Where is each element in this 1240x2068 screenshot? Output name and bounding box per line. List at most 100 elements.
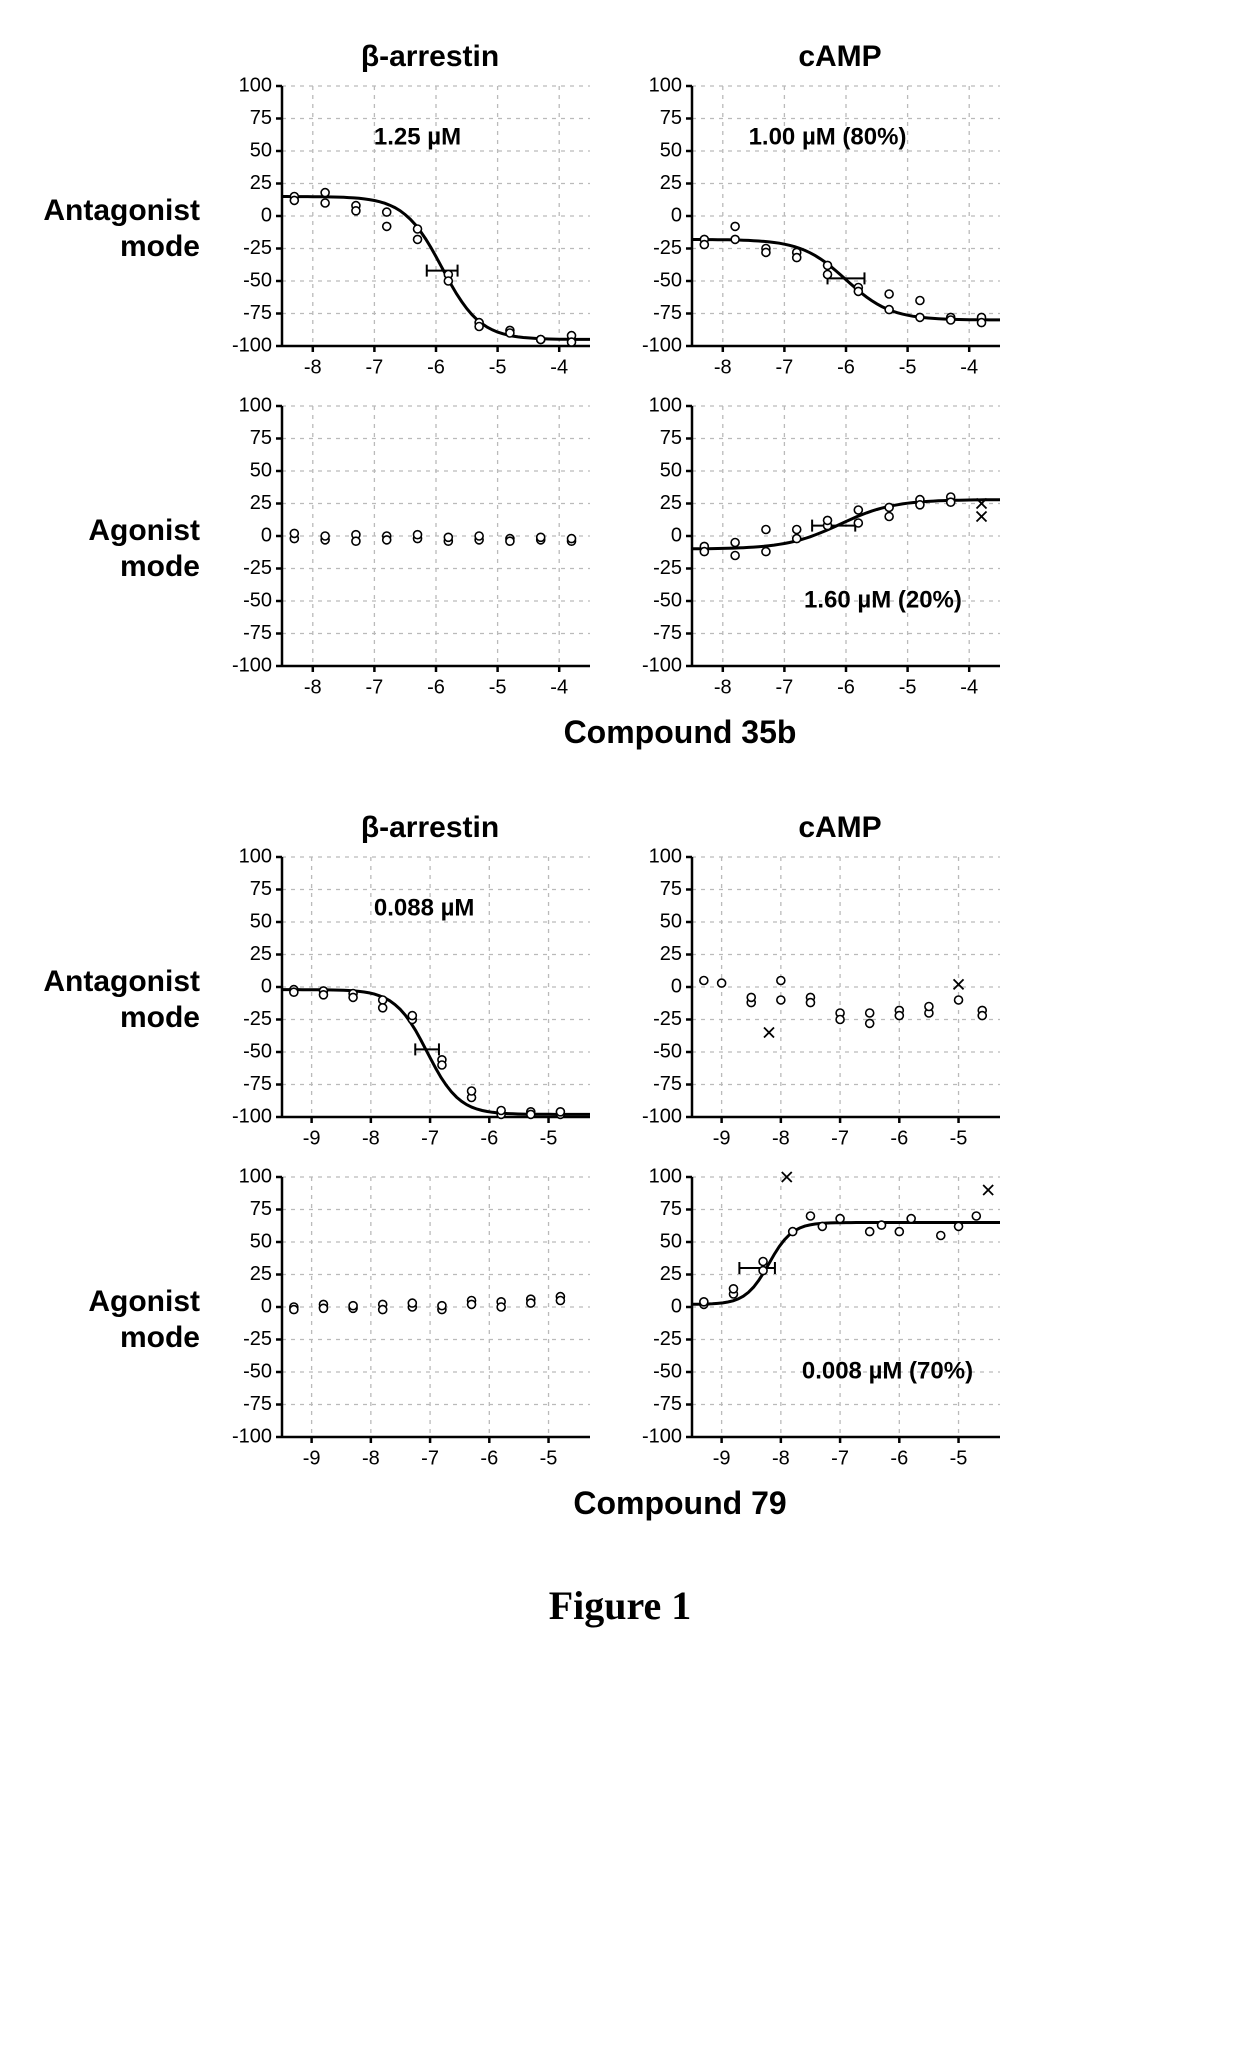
svg-text:1.60 µM (20%): 1.60 µM (20%) (804, 586, 962, 613)
svg-text:-50: -50 (653, 1040, 682, 1062)
svg-text:-6: -6 (480, 1447, 498, 1469)
svg-text:-25: -25 (653, 237, 682, 259)
svg-text:-100: -100 (232, 1105, 272, 1127)
svg-text:50: 50 (250, 459, 272, 481)
row-label: Antagonistmode (20, 193, 220, 265)
svg-text:-5: -5 (950, 1127, 968, 1149)
svg-text:-5: -5 (489, 676, 507, 698)
svg-text:75: 75 (250, 427, 272, 449)
svg-text:-50: -50 (243, 1040, 272, 1062)
svg-text:-4: -4 (960, 676, 978, 698)
svg-text:50: 50 (250, 139, 272, 161)
svg-text:-75: -75 (653, 1393, 682, 1415)
svg-text:75: 75 (660, 107, 682, 129)
svg-text:-75: -75 (243, 1393, 272, 1415)
svg-text:25: 25 (660, 943, 682, 965)
svg-text:25: 25 (660, 1263, 682, 1285)
panel-row: Antagonistmode-100-75-50-250255075100-9-… (20, 845, 1220, 1155)
svg-text:-7: -7 (421, 1127, 439, 1149)
column-header: cAMP (650, 40, 1030, 74)
svg-text:-8: -8 (362, 1127, 380, 1149)
svg-text:50: 50 (660, 1230, 682, 1252)
svg-text:25: 25 (660, 492, 682, 514)
svg-text:-75: -75 (653, 622, 682, 644)
svg-text:-7: -7 (776, 356, 794, 378)
svg-text:0: 0 (261, 204, 272, 226)
svg-text:100: 100 (239, 1165, 272, 1187)
svg-text:50: 50 (250, 910, 272, 932)
figure-block: β-arrestincAMPAntagonistmode-100-75-50-2… (20, 40, 1220, 751)
svg-text:25: 25 (250, 172, 272, 194)
svg-text:-50: -50 (243, 1360, 272, 1382)
chart-panel: -100-75-50-250255075100-9-8-7-6-5 (220, 1165, 600, 1475)
figure-root: β-arrestincAMPAntagonistmode-100-75-50-2… (20, 40, 1220, 1522)
chart-panel: -100-75-50-250255075100-9-8-7-6-5 (630, 845, 1010, 1155)
svg-text:25: 25 (660, 172, 682, 194)
svg-text:-25: -25 (653, 1008, 682, 1030)
svg-text:-5: -5 (950, 1447, 968, 1469)
svg-text:-50: -50 (243, 589, 272, 611)
svg-text:-8: -8 (772, 1447, 790, 1469)
column-header: cAMP (650, 811, 1030, 845)
svg-text:75: 75 (250, 1198, 272, 1220)
svg-text:50: 50 (660, 459, 682, 481)
svg-text:-75: -75 (243, 302, 272, 324)
svg-text:0: 0 (671, 1295, 682, 1317)
svg-text:100: 100 (239, 845, 272, 867)
column-headers: β-arrestincAMP (240, 811, 1220, 845)
svg-text:-7: -7 (421, 1447, 439, 1469)
svg-text:25: 25 (250, 492, 272, 514)
svg-text:75: 75 (660, 1198, 682, 1220)
svg-text:-50: -50 (653, 269, 682, 291)
compound-label: Compound 79 (140, 1485, 1220, 1522)
svg-text:-9: -9 (713, 1447, 731, 1469)
svg-text:-6: -6 (480, 1127, 498, 1149)
svg-text:0.088 µM: 0.088 µM (374, 894, 475, 921)
svg-text:-8: -8 (362, 1447, 380, 1469)
svg-text:0: 0 (671, 524, 682, 546)
svg-text:-6: -6 (427, 356, 445, 378)
svg-text:75: 75 (250, 878, 272, 900)
svg-text:-5: -5 (899, 676, 917, 698)
svg-text:0: 0 (261, 524, 272, 546)
svg-text:-25: -25 (653, 1328, 682, 1350)
svg-text:50: 50 (250, 1230, 272, 1252)
svg-text:-100: -100 (642, 654, 682, 676)
svg-text:-7: -7 (366, 356, 384, 378)
svg-text:-7: -7 (366, 676, 384, 698)
svg-text:-50: -50 (653, 589, 682, 611)
svg-text:-25: -25 (243, 1328, 272, 1350)
svg-text:25: 25 (250, 943, 272, 965)
svg-text:-100: -100 (232, 654, 272, 676)
row-label: Agonistmode (20, 513, 220, 585)
chart-panel: -100-75-50-250255075100-8-7-6-5-41.60 µM… (630, 394, 1010, 704)
svg-text:100: 100 (649, 394, 682, 416)
column-headers: β-arrestincAMP (240, 40, 1220, 74)
svg-text:-5: -5 (540, 1127, 558, 1149)
svg-text:0.008 µM (70%): 0.008 µM (70%) (802, 1357, 973, 1384)
svg-text:-25: -25 (243, 557, 272, 579)
svg-text:-50: -50 (653, 1360, 682, 1382)
svg-text:-25: -25 (243, 1008, 272, 1030)
row-label: Antagonistmode (20, 964, 220, 1036)
figure-block: β-arrestincAMPAntagonistmode-100-75-50-2… (20, 811, 1220, 1522)
svg-text:-8: -8 (772, 1127, 790, 1149)
svg-text:-8: -8 (714, 356, 732, 378)
svg-text:1.00 µM (80%): 1.00 µM (80%) (749, 123, 907, 150)
svg-text:50: 50 (660, 910, 682, 932)
svg-text:-4: -4 (960, 356, 978, 378)
svg-text:-9: -9 (713, 1127, 731, 1149)
svg-text:1.25 µM: 1.25 µM (374, 123, 461, 150)
svg-text:-75: -75 (653, 1073, 682, 1095)
svg-text:50: 50 (660, 139, 682, 161)
svg-text:-100: -100 (642, 1105, 682, 1127)
svg-text:0: 0 (671, 204, 682, 226)
panel-row: Agonistmode-100-75-50-250255075100-8-7-6… (20, 394, 1220, 704)
svg-text:-5: -5 (540, 1447, 558, 1469)
svg-text:-9: -9 (303, 1127, 321, 1149)
svg-text:100: 100 (239, 394, 272, 416)
svg-text:-75: -75 (243, 622, 272, 644)
svg-text:100: 100 (649, 74, 682, 96)
svg-text:100: 100 (649, 1165, 682, 1187)
compound-label: Compound 35b (140, 714, 1220, 751)
